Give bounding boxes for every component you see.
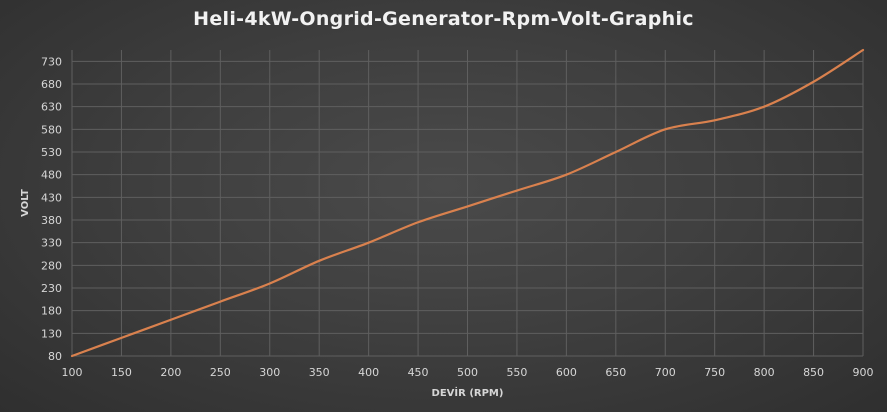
data-point	[120, 337, 122, 339]
x-tick-label: 100	[62, 366, 83, 379]
x-tick-label: 150	[111, 366, 132, 379]
data-point	[466, 205, 468, 207]
data-point	[713, 119, 715, 121]
x-tick-label: 600	[556, 366, 577, 379]
data-point	[367, 241, 369, 243]
x-tick-label: 250	[210, 366, 231, 379]
x-tick-label: 800	[754, 366, 775, 379]
y-tick-label: 680	[41, 78, 62, 91]
chart-title: Heli-4kW-Ongrid-Generator-Rpm-Volt-Graph…	[193, 8, 694, 30]
data-point	[565, 173, 567, 175]
y-tick-label: 630	[41, 101, 62, 114]
y-tick-label: 180	[41, 305, 62, 318]
x-tick-label: 900	[853, 366, 874, 379]
y-axis-title: VOLT	[20, 189, 31, 217]
y-tick-label: 380	[41, 214, 62, 227]
y-tick-label: 530	[41, 146, 62, 159]
x-tick-label: 550	[506, 366, 527, 379]
y-tick-label: 730	[41, 55, 62, 68]
data-point	[417, 221, 419, 223]
data-point	[812, 81, 814, 83]
y-tick-label: 80	[48, 350, 62, 363]
data-point	[71, 355, 73, 357]
x-tick-label: 200	[160, 366, 181, 379]
x-axis-title: DEVİR (RPM)	[432, 385, 504, 399]
data-point	[862, 49, 864, 51]
y-tick-label: 430	[41, 191, 62, 204]
x-tick-label: 450	[408, 366, 429, 379]
series-layer	[70, 48, 865, 358]
data-point	[318, 260, 320, 262]
data-point	[664, 128, 666, 130]
x-tick-label: 750	[704, 366, 725, 379]
x-tick-label: 650	[605, 366, 626, 379]
y-tick-label: 580	[41, 123, 62, 136]
x-tick-label: 400	[358, 366, 379, 379]
data-point	[763, 105, 765, 107]
series-line	[70, 48, 865, 358]
data-point	[516, 189, 518, 191]
data-point	[269, 282, 271, 284]
x-tick-label: 300	[259, 366, 280, 379]
x-tick-labels: 100 150 200 250 300 350 400 450 500 550 600 650 700 7…	[62, 366, 874, 379]
x-tick-label: 700	[655, 366, 676, 379]
gridlines	[71, 50, 864, 357]
y-tick-label: 330	[41, 237, 62, 250]
data-point	[170, 319, 172, 321]
data-point	[219, 300, 221, 302]
y-tick-labels: 80 130 180 230 280 330 380 430 480 530 580 630 680 73…	[41, 55, 62, 363]
data-point	[615, 151, 617, 153]
y-tick-label: 130	[41, 327, 62, 340]
x-tick-label: 500	[457, 366, 478, 379]
y-tick-label: 230	[41, 282, 62, 295]
y-tick-label: 480	[41, 169, 62, 182]
x-tick-label: 350	[309, 366, 330, 379]
y-tick-label: 280	[41, 259, 62, 272]
x-tick-label: 850	[803, 366, 824, 379]
